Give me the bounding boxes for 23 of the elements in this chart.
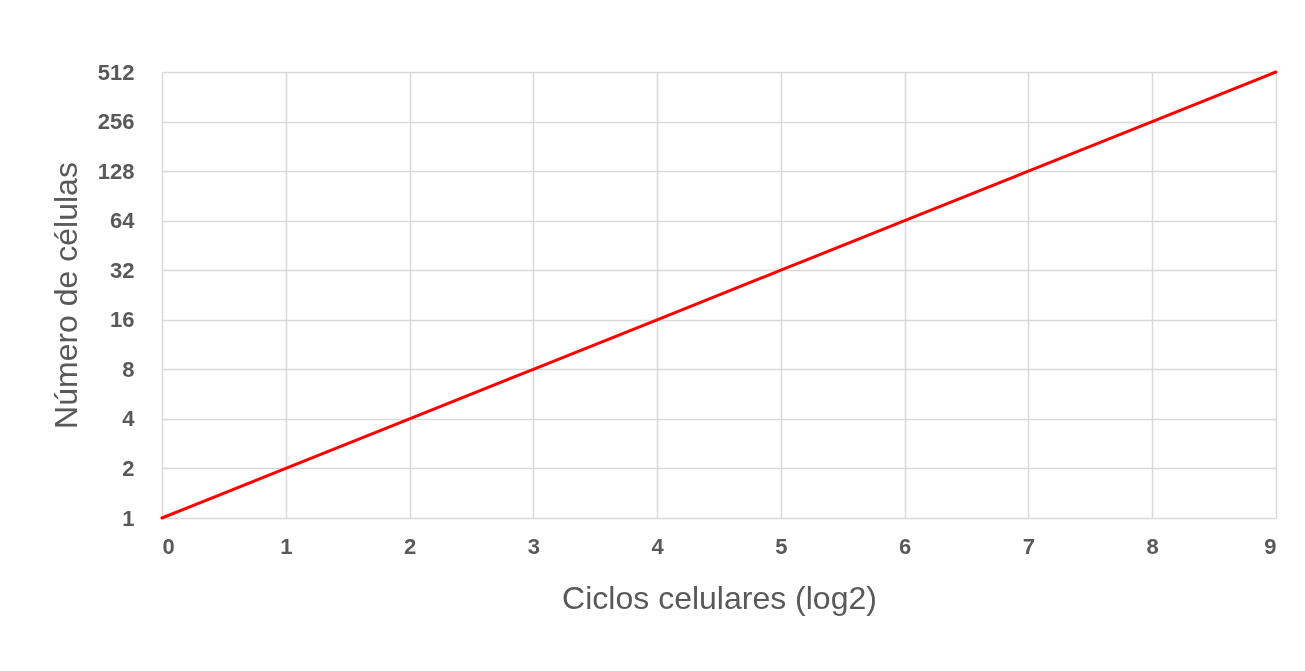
x-tick-label: 0 [162, 533, 175, 559]
x-tick-label: 5 [775, 533, 788, 559]
y-tick-label: 32 [110, 257, 135, 283]
x-tick-label: 9 [1264, 533, 1277, 559]
x-tick-label: 6 [899, 533, 912, 559]
x-tick-label: 3 [527, 533, 540, 559]
line-series [160, 70, 1278, 520]
x-tick-label: 2 [403, 533, 417, 559]
y-tick-label: 8 [122, 356, 135, 382]
x-tick-label: 1 [280, 533, 293, 559]
x-axis-title: Ciclos celulares (log2) [562, 579, 877, 616]
y-tick-label: 256 [97, 109, 135, 135]
x-tick-label: 4 [651, 533, 665, 559]
y-tick-label: 2 [122, 455, 135, 481]
x-tick-label: 8 [1146, 533, 1159, 559]
y-tick-label: 64 [110, 208, 136, 234]
y-tick-label: 16 [110, 307, 135, 333]
y-axis-title: Número de células [47, 162, 84, 429]
y-tick-label: 4 [122, 406, 136, 432]
x-tick-label: 7 [1022, 533, 1036, 559]
y-tick-label: 512 [97, 59, 135, 85]
y-tick-label: 1 [122, 505, 135, 531]
y-tick-label: 128 [97, 158, 135, 184]
